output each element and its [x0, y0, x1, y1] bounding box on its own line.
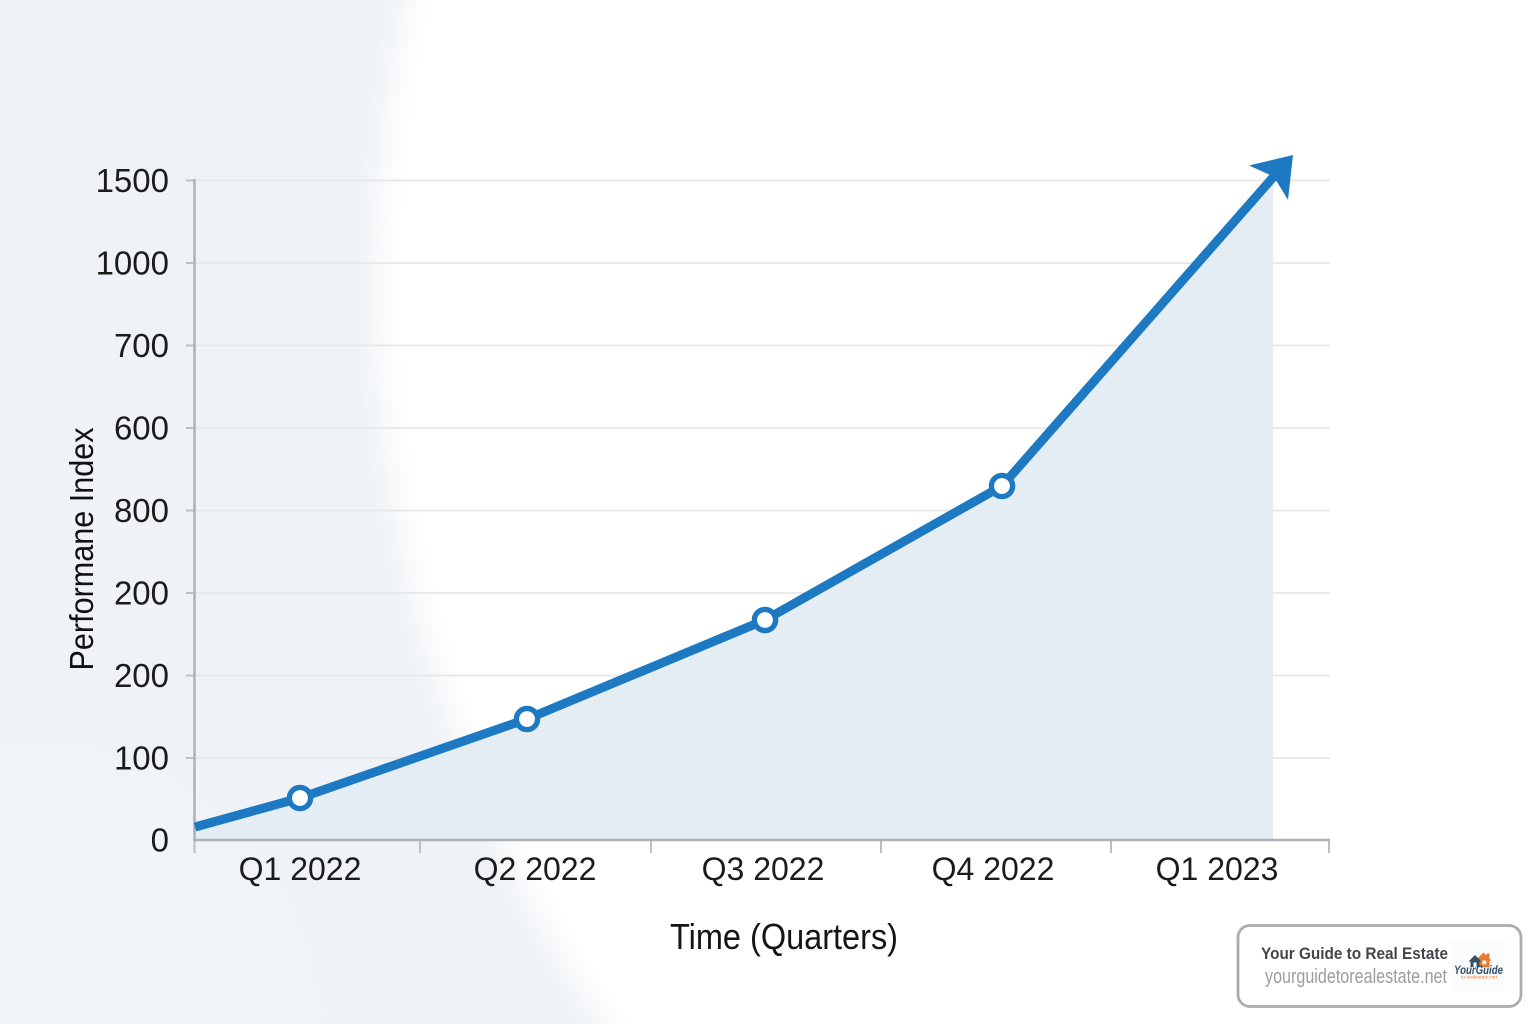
- svg-text:200: 200: [114, 657, 169, 694]
- svg-text:Q1 2023: Q1 2023: [1156, 851, 1279, 887]
- svg-text:Q1 2022: Q1 2022: [239, 851, 362, 887]
- svg-text:Time (Quarters): Time (Quarters): [670, 916, 898, 957]
- svg-text:0: 0: [151, 822, 169, 859]
- svg-text:YourGuide: YourGuide: [1454, 963, 1503, 977]
- svg-text:200: 200: [114, 575, 169, 612]
- svg-text:Q2 2022: Q2 2022: [474, 851, 597, 887]
- svg-text:Q4 2022: Q4 2022: [932, 851, 1055, 887]
- svg-text:Your Guide to Real Estate: Your Guide to Real Estate: [1261, 944, 1448, 963]
- svg-text:600: 600: [114, 410, 169, 447]
- svg-text:800: 800: [114, 492, 169, 529]
- svg-text:yourguidetorealestate.net: yourguidetorealestate.net: [1265, 966, 1447, 988]
- svg-text:1500: 1500: [96, 162, 169, 199]
- svg-text:Performane Index: Performane Index: [63, 427, 100, 670]
- svg-text:Q3 2022: Q3 2022: [702, 851, 825, 887]
- svg-text:100: 100: [114, 740, 169, 777]
- svg-text:to realestate.net: to realestate.net: [1461, 975, 1498, 980]
- svg-text:1000: 1000: [96, 245, 169, 282]
- svg-text:700: 700: [114, 327, 169, 364]
